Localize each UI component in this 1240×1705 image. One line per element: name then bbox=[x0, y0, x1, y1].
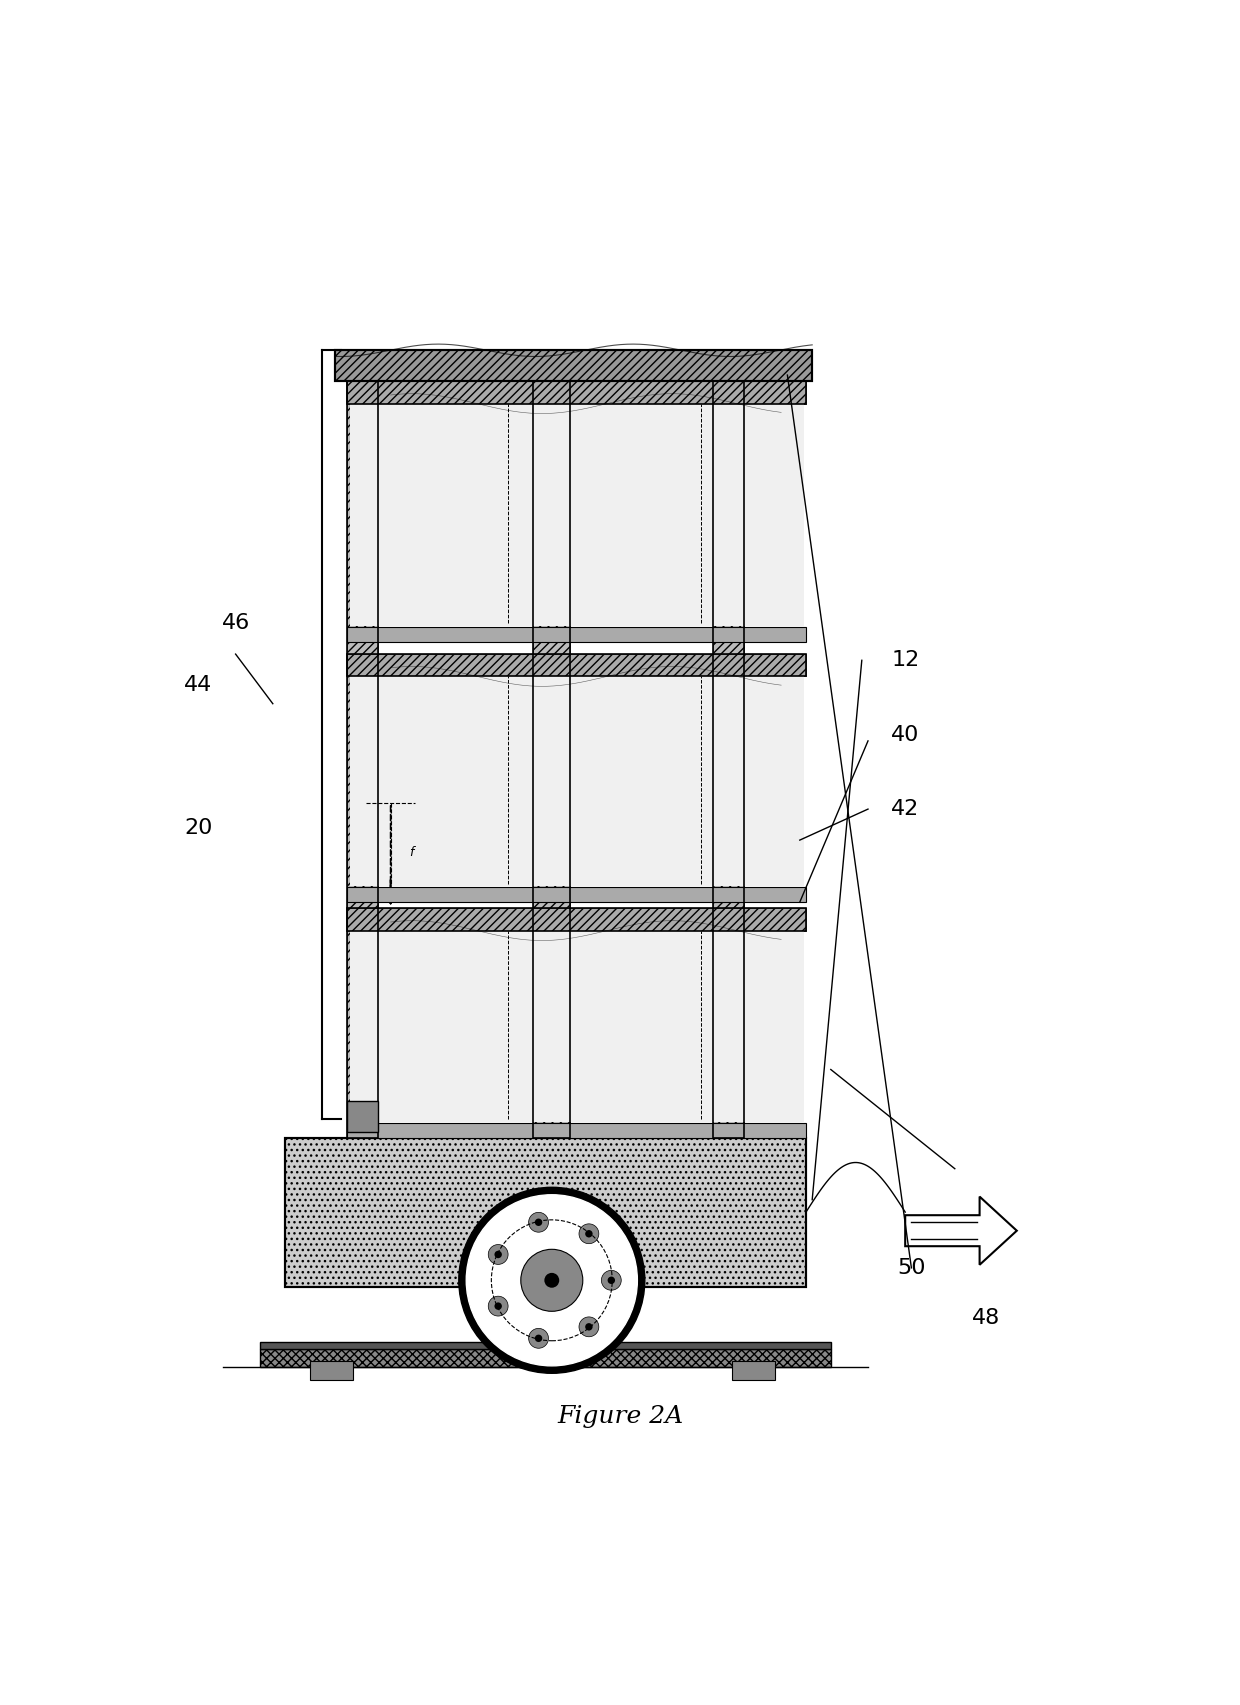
Bar bbox=[347, 382, 378, 1137]
Text: f: f bbox=[409, 846, 414, 859]
Circle shape bbox=[528, 1212, 548, 1233]
Bar bbox=[347, 655, 806, 677]
Circle shape bbox=[601, 1270, 621, 1291]
Circle shape bbox=[521, 1250, 583, 1311]
Circle shape bbox=[585, 1323, 593, 1330]
Circle shape bbox=[579, 1316, 599, 1337]
Text: 20: 20 bbox=[185, 818, 212, 837]
Bar bbox=[347, 909, 806, 931]
Circle shape bbox=[459, 1187, 645, 1373]
Circle shape bbox=[534, 1219, 542, 1226]
Bar bbox=[285, 1137, 806, 1287]
Bar bbox=[347, 382, 806, 404]
Bar bbox=[713, 382, 744, 1137]
Bar bbox=[713, 382, 744, 1137]
Text: Figure 2A: Figure 2A bbox=[557, 1405, 683, 1429]
Bar bbox=[350, 931, 804, 1122]
Bar bbox=[347, 909, 806, 931]
Bar bbox=[347, 655, 806, 677]
Circle shape bbox=[489, 1296, 508, 1316]
Bar bbox=[335, 350, 812, 382]
Text: 46: 46 bbox=[222, 614, 249, 633]
FancyArrow shape bbox=[905, 1197, 1017, 1265]
Text: 48: 48 bbox=[972, 1308, 999, 1328]
Bar bbox=[350, 677, 804, 887]
Circle shape bbox=[495, 1251, 502, 1258]
Bar bbox=[533, 382, 570, 1137]
Bar bbox=[347, 382, 378, 1137]
Bar bbox=[347, 887, 806, 902]
Bar bbox=[732, 1361, 775, 1379]
Bar bbox=[350, 404, 804, 626]
Circle shape bbox=[608, 1277, 615, 1284]
Bar bbox=[260, 1349, 831, 1367]
Text: 12: 12 bbox=[892, 650, 919, 670]
Text: 44: 44 bbox=[185, 675, 212, 696]
Bar bbox=[533, 382, 570, 1137]
Text: 50: 50 bbox=[898, 1258, 925, 1279]
Bar bbox=[347, 627, 806, 641]
Bar bbox=[347, 1124, 806, 1137]
Bar bbox=[310, 1361, 353, 1379]
Bar bbox=[285, 1137, 806, 1287]
Circle shape bbox=[585, 1229, 593, 1238]
Circle shape bbox=[528, 1328, 548, 1349]
Circle shape bbox=[579, 1224, 599, 1243]
Circle shape bbox=[489, 1245, 508, 1265]
Circle shape bbox=[466, 1195, 637, 1366]
Bar bbox=[347, 382, 806, 404]
Bar bbox=[347, 1100, 378, 1132]
Circle shape bbox=[534, 1335, 542, 1342]
Text: 40: 40 bbox=[892, 725, 919, 745]
Circle shape bbox=[544, 1274, 559, 1287]
Circle shape bbox=[495, 1303, 502, 1309]
Text: 42: 42 bbox=[892, 800, 919, 818]
Bar bbox=[335, 350, 812, 382]
Bar bbox=[260, 1342, 831, 1349]
